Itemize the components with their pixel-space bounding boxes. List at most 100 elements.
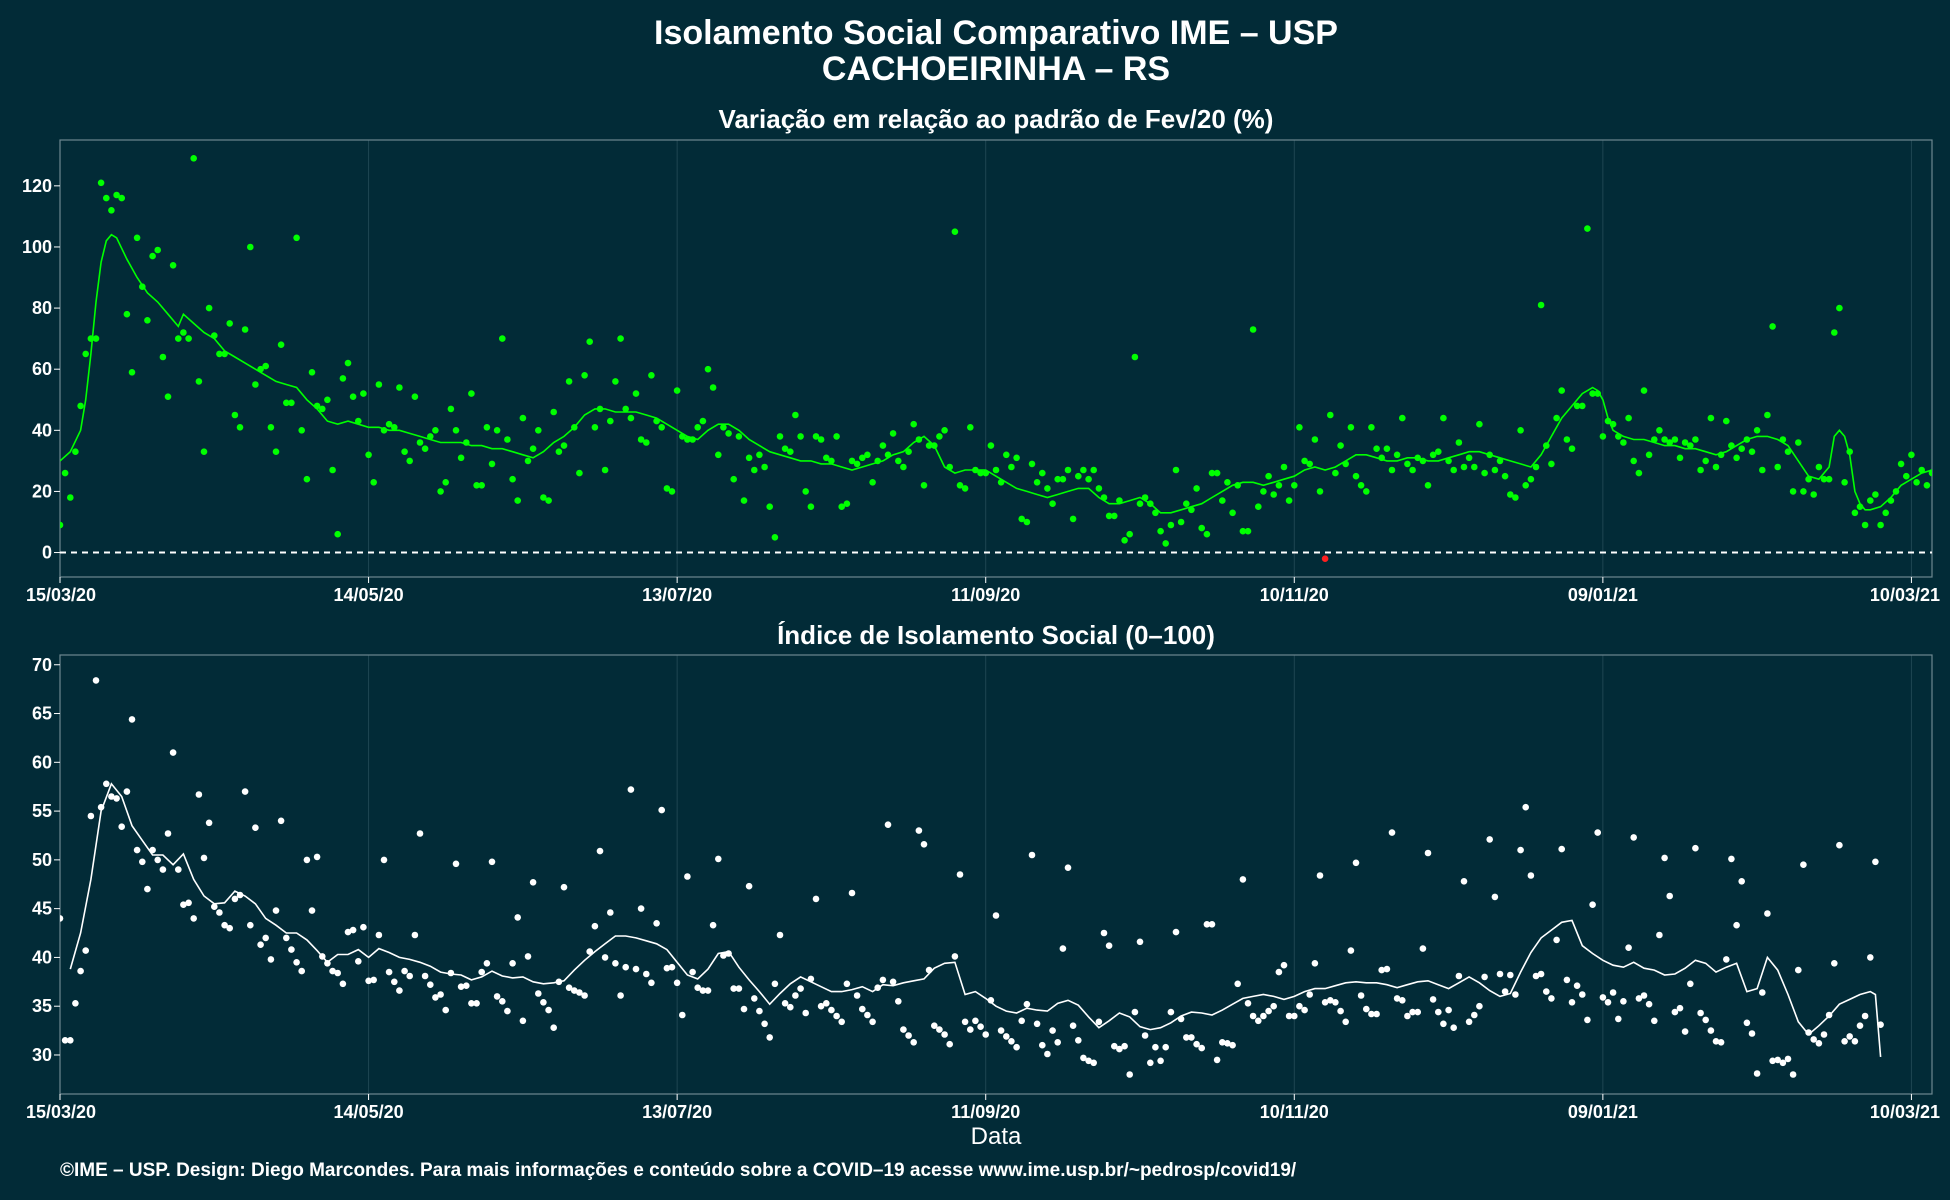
bottom-data-point-271: [1450, 1024, 1457, 1031]
bottom-data-point-263: [1409, 1008, 1416, 1016]
bottom-data-point-31: [216, 909, 223, 916]
top-data-point-1: [61, 469, 69, 477]
top-data-point-304: [1620, 439, 1627, 446]
bottom-data-point-262: [1404, 1012, 1411, 1020]
bottom-data-point-3: [72, 1000, 79, 1007]
bottom-data-point-131: [730, 985, 737, 992]
bottom-data-point-199: [1080, 1054, 1087, 1062]
top-data-point-117: [658, 424, 665, 431]
bottom-data-point-209: [1131, 1008, 1139, 1016]
bottom-data-point-40: [262, 934, 270, 942]
bottom-data-point-201: [1090, 1059, 1097, 1067]
top-data-point-62: [375, 381, 383, 388]
top-data-point-258: [1383, 445, 1391, 453]
bottom-data-point-331: [1759, 989, 1766, 996]
x-axis-label: Data: [971, 1123, 1022, 1150]
bottom-data-point-85: [493, 993, 501, 1000]
top-data-point-263: [1409, 466, 1416, 474]
bottom-data-point-22: [169, 749, 177, 756]
bottom-data-point-133: [740, 1005, 748, 1013]
bottom-data-point-216: [1167, 1008, 1175, 1016]
bottom-data-point-287: [1532, 972, 1540, 980]
bottom-data-point-90: [519, 1017, 527, 1025]
top-data-point-322: [1712, 463, 1720, 471]
bottom-data-point-321: [1707, 1027, 1715, 1034]
panel-top-title: Variação em relação ao padrão de Fev/20 …: [719, 104, 1274, 134]
top-data-point-293: [1563, 436, 1571, 443]
bottom-data-point-87: [504, 1007, 511, 1015]
top-data-point-275: [1471, 463, 1478, 471]
bottom-data-point-233: [1255, 1017, 1262, 1025]
top-data-point-97: [555, 448, 563, 456]
bottom-data-point-282: [1507, 971, 1514, 979]
bottom-data-point-214: [1157, 1057, 1164, 1065]
top-data-point-111: [627, 414, 635, 422]
figure-title: Isolamento Social Comparativo IME – USP: [654, 14, 1338, 52]
bottom-data-point-229: [1234, 980, 1241, 988]
bottom-data-point-351: [1861, 1012, 1869, 1020]
bottom-data-point-191: [1039, 1041, 1046, 1049]
top-data-point-82: [478, 482, 486, 489]
bottom-data-point-186: [1013, 1043, 1020, 1051]
bottom-data-point-113: [637, 905, 645, 912]
top-data-point-315: [1676, 454, 1684, 462]
top-data-point-162: [889, 430, 897, 437]
bottom-data-point-221: [1193, 1040, 1200, 1048]
bottom-data-point-174: [951, 953, 959, 960]
top-data-point-147: [812, 433, 820, 440]
top-data-point-18: [149, 252, 156, 260]
bottom-data-point-21: [164, 830, 172, 837]
top-data-point-46: [293, 234, 300, 242]
bottom-data-point-235: [1265, 1007, 1272, 1015]
bottom-data-point-69: [411, 931, 419, 939]
top-data-point-93: [535, 427, 542, 434]
top-data-point-227: [1224, 479, 1231, 486]
top-data-point-134: [745, 454, 753, 462]
bottom-data-point-297: [1584, 1016, 1591, 1024]
top-data-point-107: [607, 417, 614, 425]
bottom-data-point-2: [67, 1037, 74, 1044]
bottom-data-point-223: [1203, 921, 1211, 928]
bottom-data-point-247: [1327, 997, 1334, 1004]
bottom-data-point-324: [1723, 956, 1730, 963]
top-data-point-166: [910, 420, 917, 428]
bottom-data-point-33: [226, 924, 233, 932]
bottom-data-point-255: [1368, 1010, 1375, 1018]
bottom-y-tick-label-0: 30: [32, 1045, 52, 1065]
top-data-point-36: [241, 326, 249, 333]
bottom-data-point-308: [1640, 992, 1648, 999]
bottom-data-point-180: [982, 1031, 989, 1038]
bottom-data-point-27: [195, 791, 203, 798]
bottom-data-point-338: [1795, 966, 1802, 974]
top-data-point-186: [1013, 454, 1020, 462]
bottom-data-point-326: [1733, 921, 1740, 929]
top-data-point-201: [1090, 466, 1097, 474]
top-data-point-136: [756, 451, 763, 459]
bottom-data-point-9: [103, 780, 110, 788]
bottom-data-point-232: [1249, 1012, 1257, 1020]
bottom-data-point-354: [1877, 1021, 1884, 1028]
top-data-point-232: [1249, 326, 1257, 333]
bottom-data-point-306: [1630, 834, 1637, 841]
bottom-data-point-122: [684, 873, 691, 880]
top-data-point-314: [1671, 436, 1679, 443]
bottom-y-tick-label-8: 70: [32, 655, 52, 675]
top-data-point-347: [1841, 479, 1848, 486]
top-data-point-174: [951, 228, 959, 235]
top-data-point-287: [1532, 463, 1540, 471]
top-data-point-292: [1558, 387, 1565, 394]
top-data-point-195: [1059, 475, 1067, 483]
top-data-point-108: [612, 378, 619, 385]
bottom-data-point-333: [1769, 1057, 1776, 1065]
top-data-point-286: [1527, 475, 1535, 483]
bottom-data-point-239: [1285, 1012, 1293, 1020]
bottom-data-point-257: [1378, 966, 1385, 974]
top-data-point-273: [1460, 463, 1468, 471]
bottom-data-point-249: [1337, 1007, 1344, 1015]
top-data-point-236: [1270, 491, 1277, 498]
bottom-data-point-291: [1553, 936, 1560, 944]
top-data-point-87: [504, 436, 511, 443]
bottom-data-point-261: [1399, 997, 1406, 1004]
top-data-point-12: [118, 194, 125, 202]
top-data-point-125: [699, 417, 707, 425]
